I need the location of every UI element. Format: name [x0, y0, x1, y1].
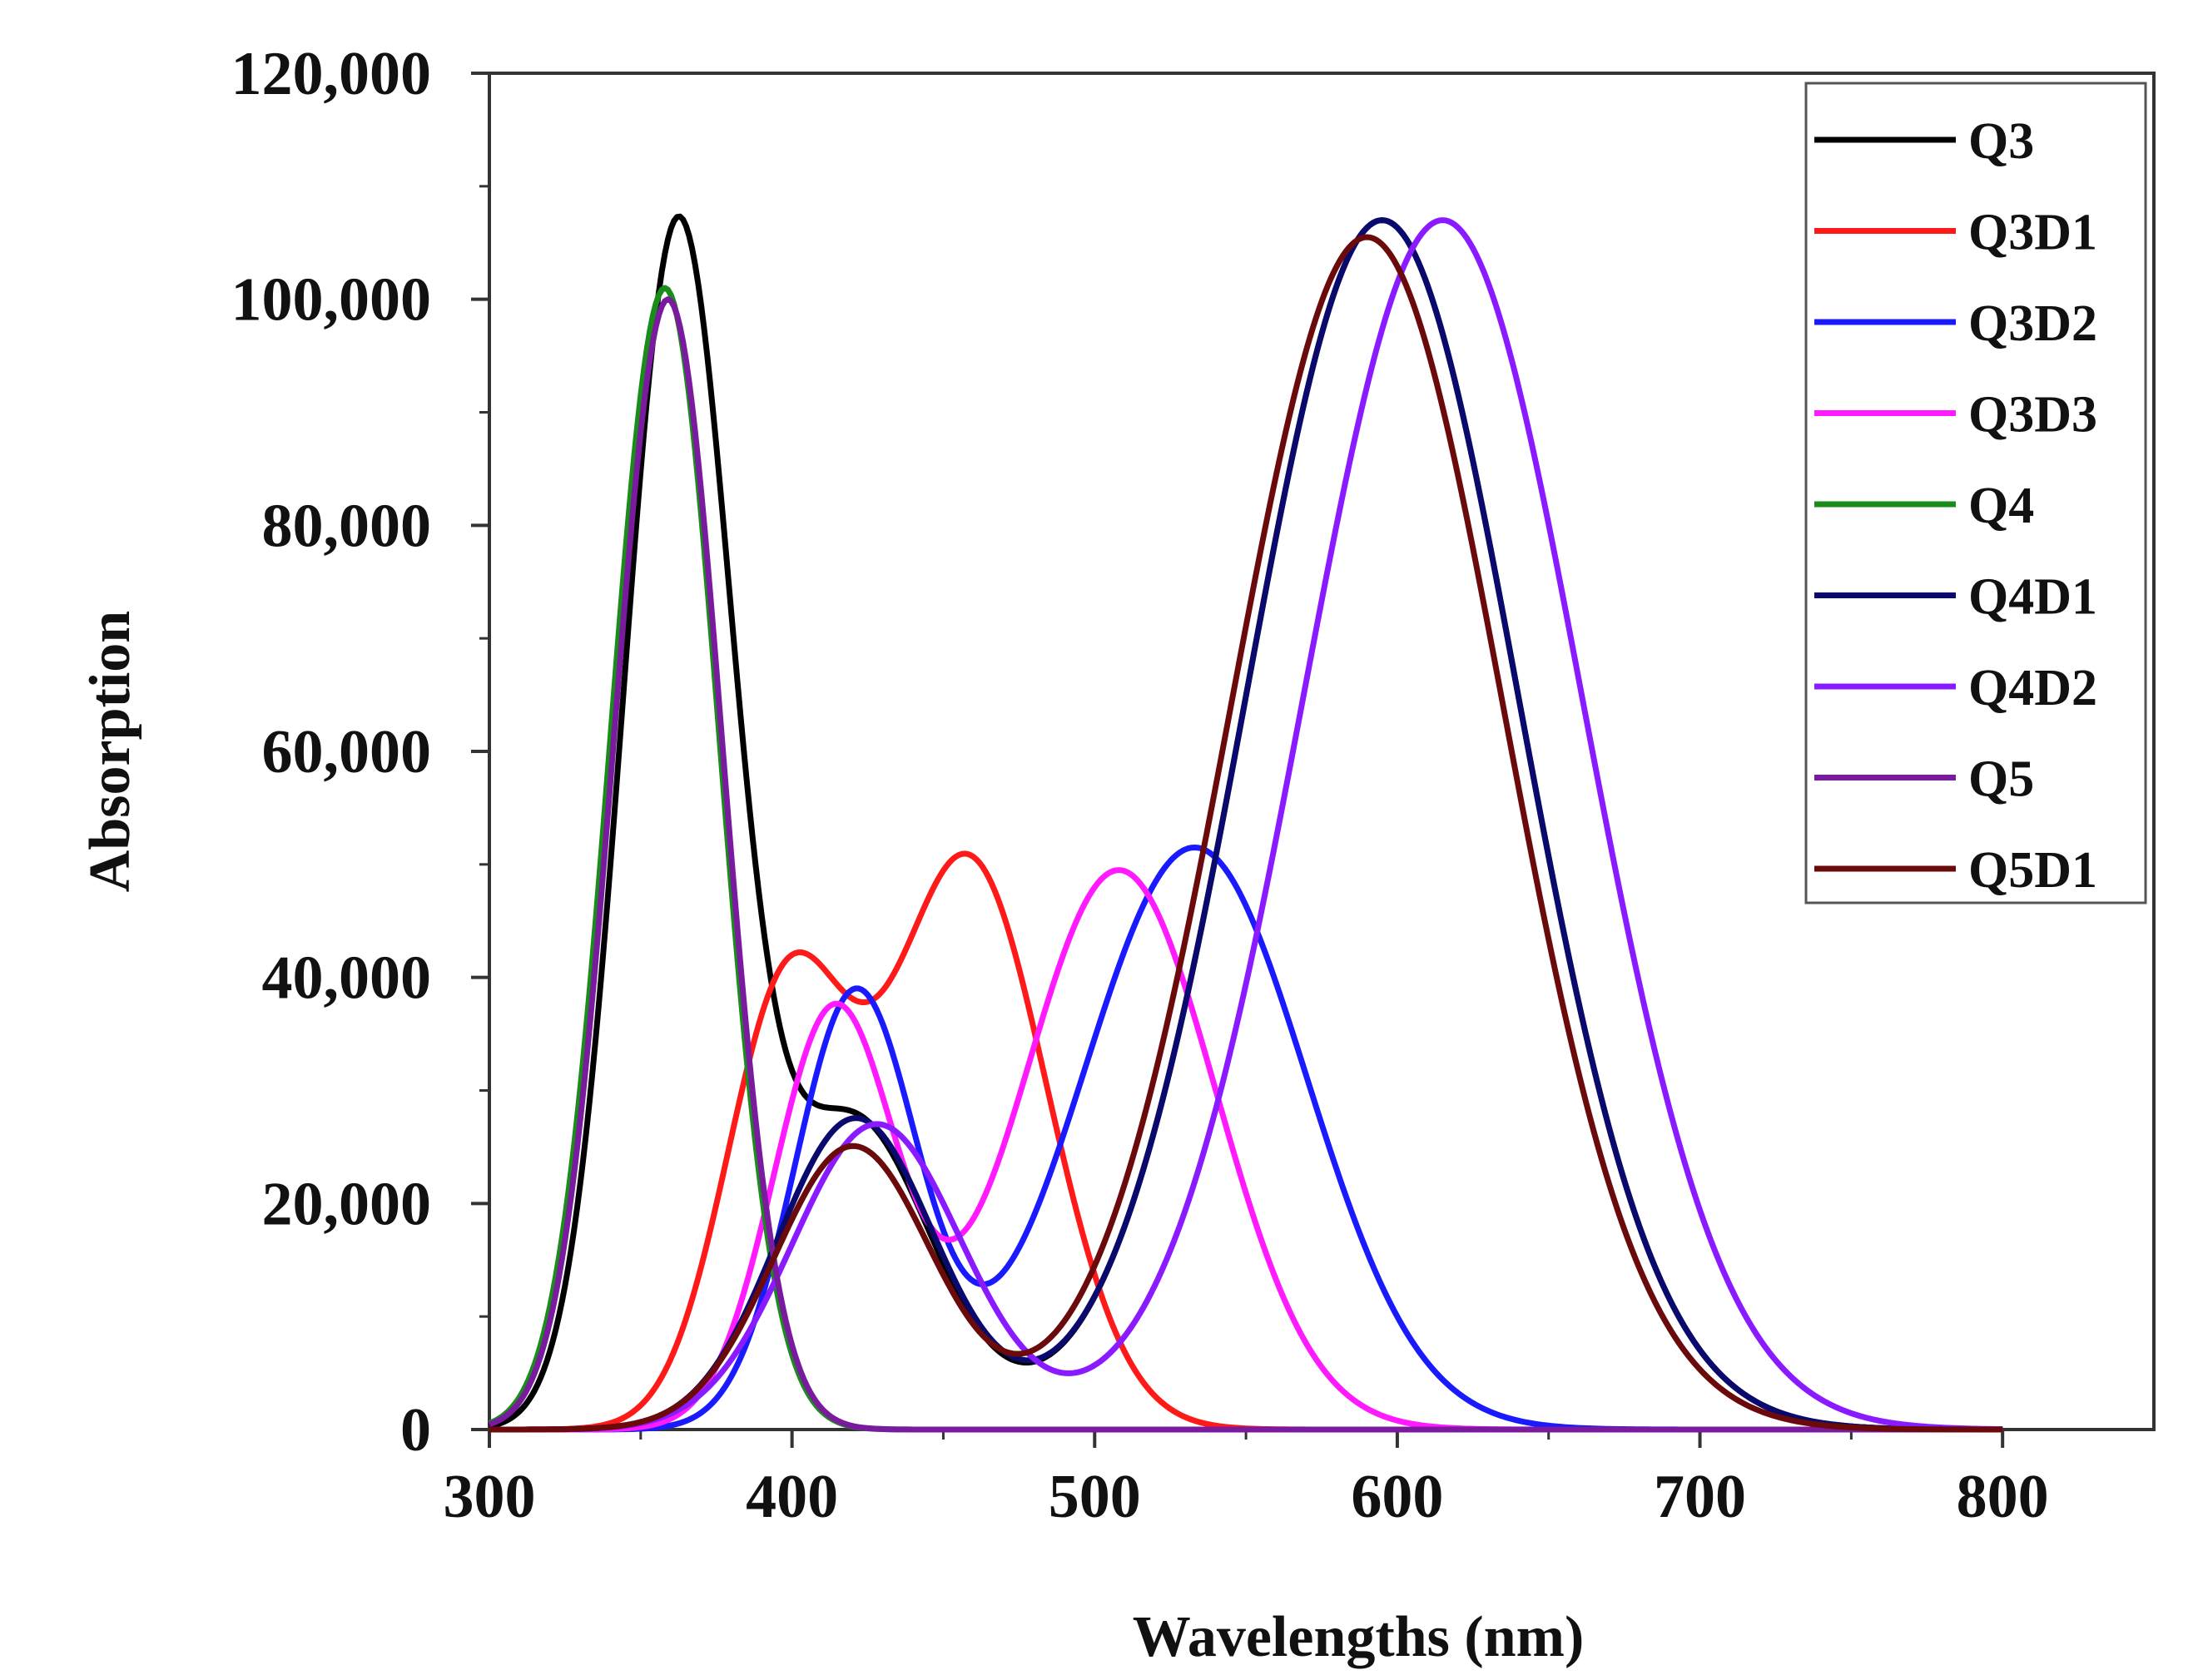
series-line-q5	[488, 296, 2003, 1433]
series-line-q4d1	[489, 217, 2003, 1433]
series-line-q3d1	[489, 850, 2003, 1433]
x-tick-label: 400	[746, 1463, 838, 1531]
y-tick-label: 60,000	[262, 718, 432, 786]
x-tick-label: 800	[1957, 1463, 2049, 1531]
y-tick-label: 20,000	[262, 1170, 432, 1238]
axes-layer: 300 400 500 600 700 800 0 20,000 40,000 60,000 80,…	[231, 40, 2049, 1531]
legend-label-q4d2: Q4D2	[1968, 660, 2097, 716]
x-tick-label: 500	[1049, 1463, 1141, 1531]
x-tick-label: 700	[1654, 1463, 1746, 1531]
legend-label-q3d2: Q3D2	[1968, 295, 2097, 352]
series-line-q4d2	[489, 217, 2003, 1433]
legend-label-q4: Q4	[1968, 478, 2034, 534]
y-tick-label: 100,000	[231, 266, 432, 335]
y-tick-label: 80,000	[262, 492, 432, 560]
series-layer	[488, 213, 2003, 1433]
series-line-q3d3	[489, 867, 2003, 1433]
legend-label-q5d1: Q5D1	[1968, 842, 2097, 899]
y-tick-label: 0	[400, 1396, 431, 1464]
series-line-q3	[489, 213, 2003, 1433]
legend-label-q5: Q5	[1968, 751, 2034, 808]
y-axis-title: Absorption	[78, 611, 142, 892]
series-line-q3d2	[489, 844, 2003, 1433]
legend-label-q3d1: Q3D1	[1968, 205, 2097, 261]
legend-label-q3d3: Q3D3	[1968, 387, 2097, 444]
x-tick-label: 300	[444, 1463, 536, 1531]
legend-box	[1804, 82, 2147, 904]
y-tick-label: 40,000	[262, 944, 432, 1013]
legend-label-q4d1: Q4D1	[1968, 569, 2097, 626]
x-tick-label: 600	[1351, 1463, 1443, 1531]
series-line-q5d1	[489, 234, 2003, 1433]
legend: Q3 Q3D1 Q3D2 Q3D3 Q4 Q4D1 Q4D2 Q5 Q5D1	[1804, 82, 2147, 904]
y-tick-label: 120,000	[231, 40, 432, 108]
x-axis-title: Wavelengths (nm)	[1133, 1605, 1585, 1669]
legend-label-q3: Q3	[1968, 113, 2034, 170]
